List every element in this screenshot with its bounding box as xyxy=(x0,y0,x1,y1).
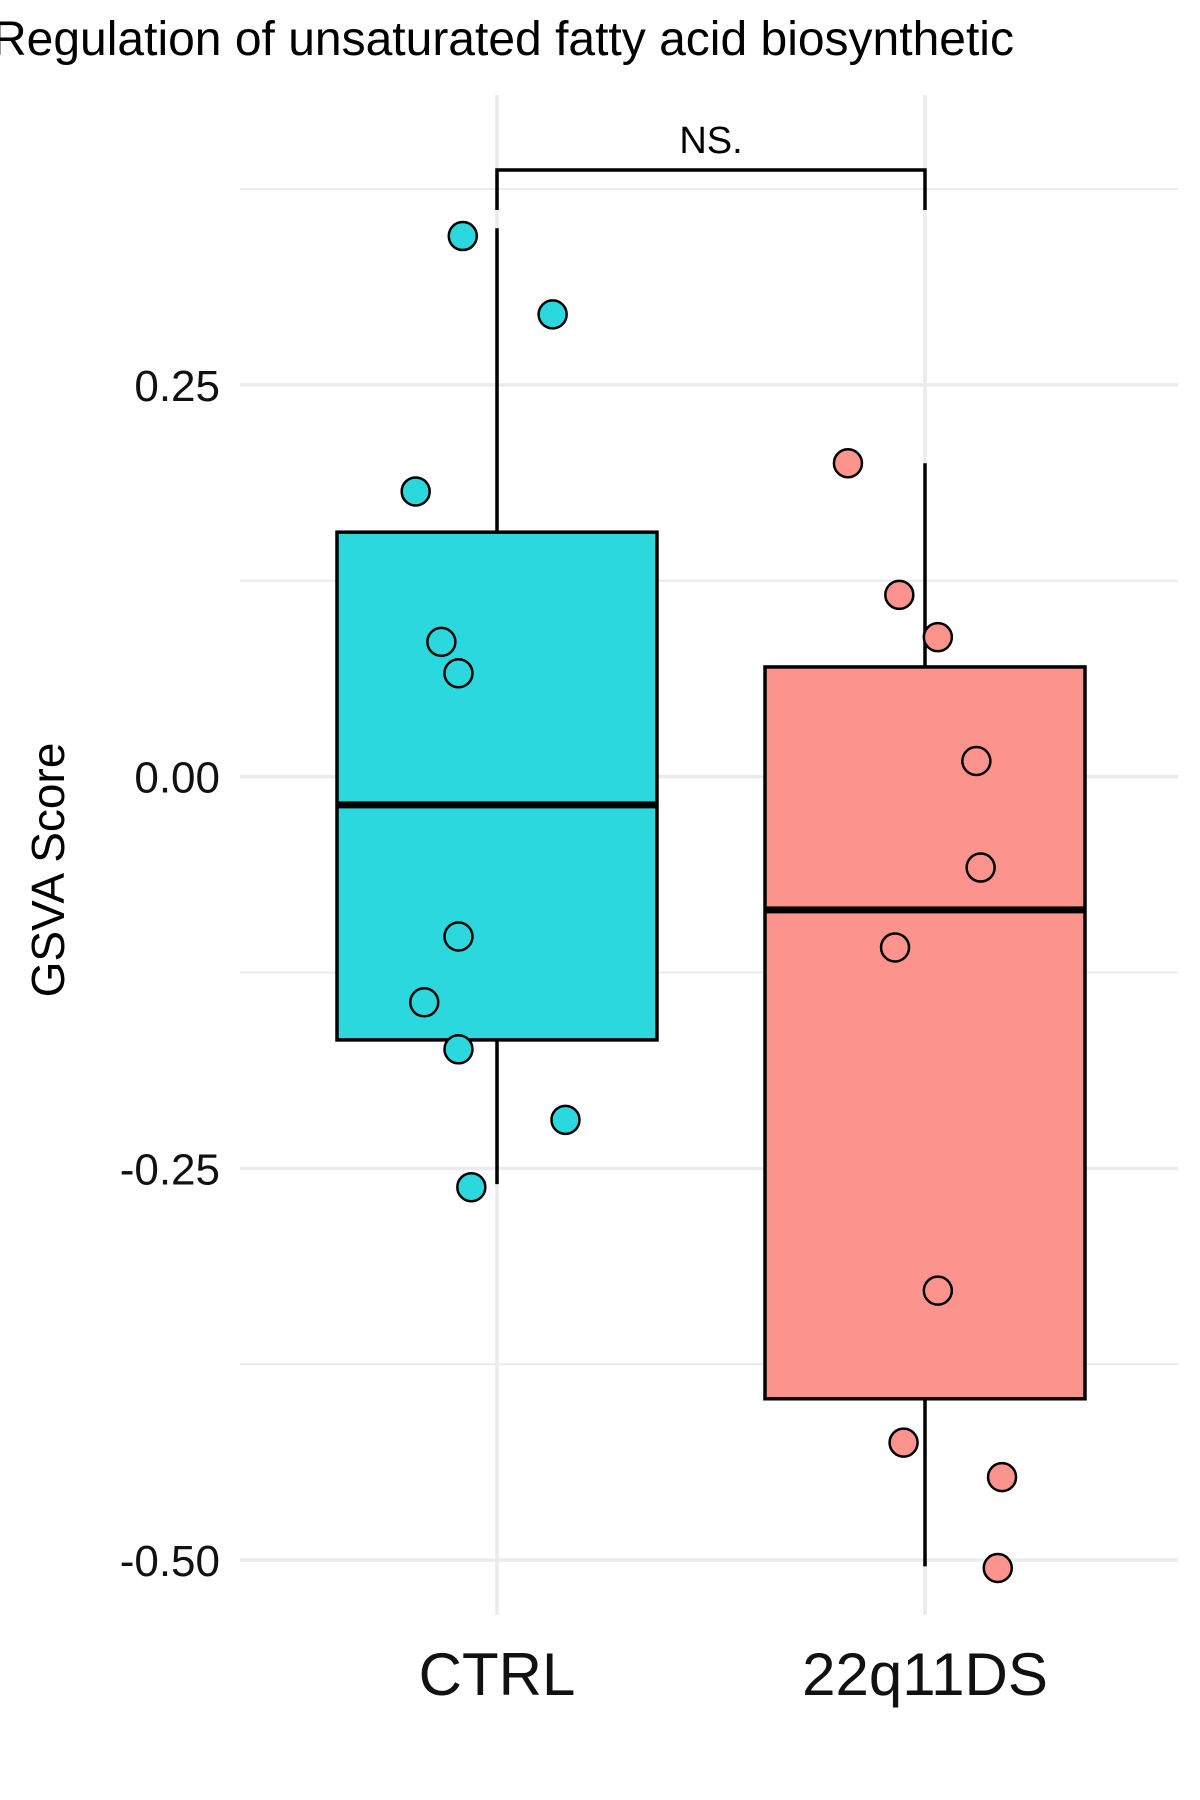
data-point xyxy=(550,1104,581,1136)
data-point xyxy=(443,1034,474,1065)
y-tick-label: 0.00 xyxy=(134,754,220,803)
data-point xyxy=(961,745,992,777)
data-point xyxy=(965,852,996,883)
boxes xyxy=(335,228,1087,1567)
significance-bracket: NS. xyxy=(495,120,927,210)
y-tick-label: -0.25 xyxy=(120,1145,220,1194)
significance-label: NS. xyxy=(679,120,742,162)
data-point xyxy=(982,1552,1014,1584)
x-axis-ticks: CTRL 22q11DS xyxy=(419,1641,1048,1708)
data-point xyxy=(922,621,954,653)
data-point xyxy=(884,579,915,611)
chart-title: Regulation of unsaturated fatty acid bio… xyxy=(0,13,1014,66)
data-point xyxy=(443,921,474,952)
y-tick-label: -0.50 xyxy=(120,1537,220,1586)
data-point xyxy=(832,447,864,479)
box xyxy=(335,530,659,1042)
data-point xyxy=(443,657,474,689)
bracket-line xyxy=(495,168,927,210)
data-point xyxy=(400,476,431,507)
data-point xyxy=(456,1171,487,1203)
x-tick-label: 22q11DS xyxy=(802,1641,1048,1708)
data-point xyxy=(879,932,911,963)
data-point xyxy=(922,1275,954,1306)
box xyxy=(763,665,1087,1401)
data-point xyxy=(426,626,457,658)
data-point xyxy=(408,987,440,1018)
data-points xyxy=(400,220,1018,1584)
x-tick-label: CTRL xyxy=(419,1641,576,1708)
y-tick-label: 0.25 xyxy=(134,362,220,411)
y-axis-ticks: 0.25 0.00 -0.25 -0.50 xyxy=(120,362,220,1586)
data-point xyxy=(888,1427,919,1458)
data-point xyxy=(447,220,479,252)
data-point xyxy=(986,1461,1018,1493)
data-point xyxy=(537,299,568,330)
